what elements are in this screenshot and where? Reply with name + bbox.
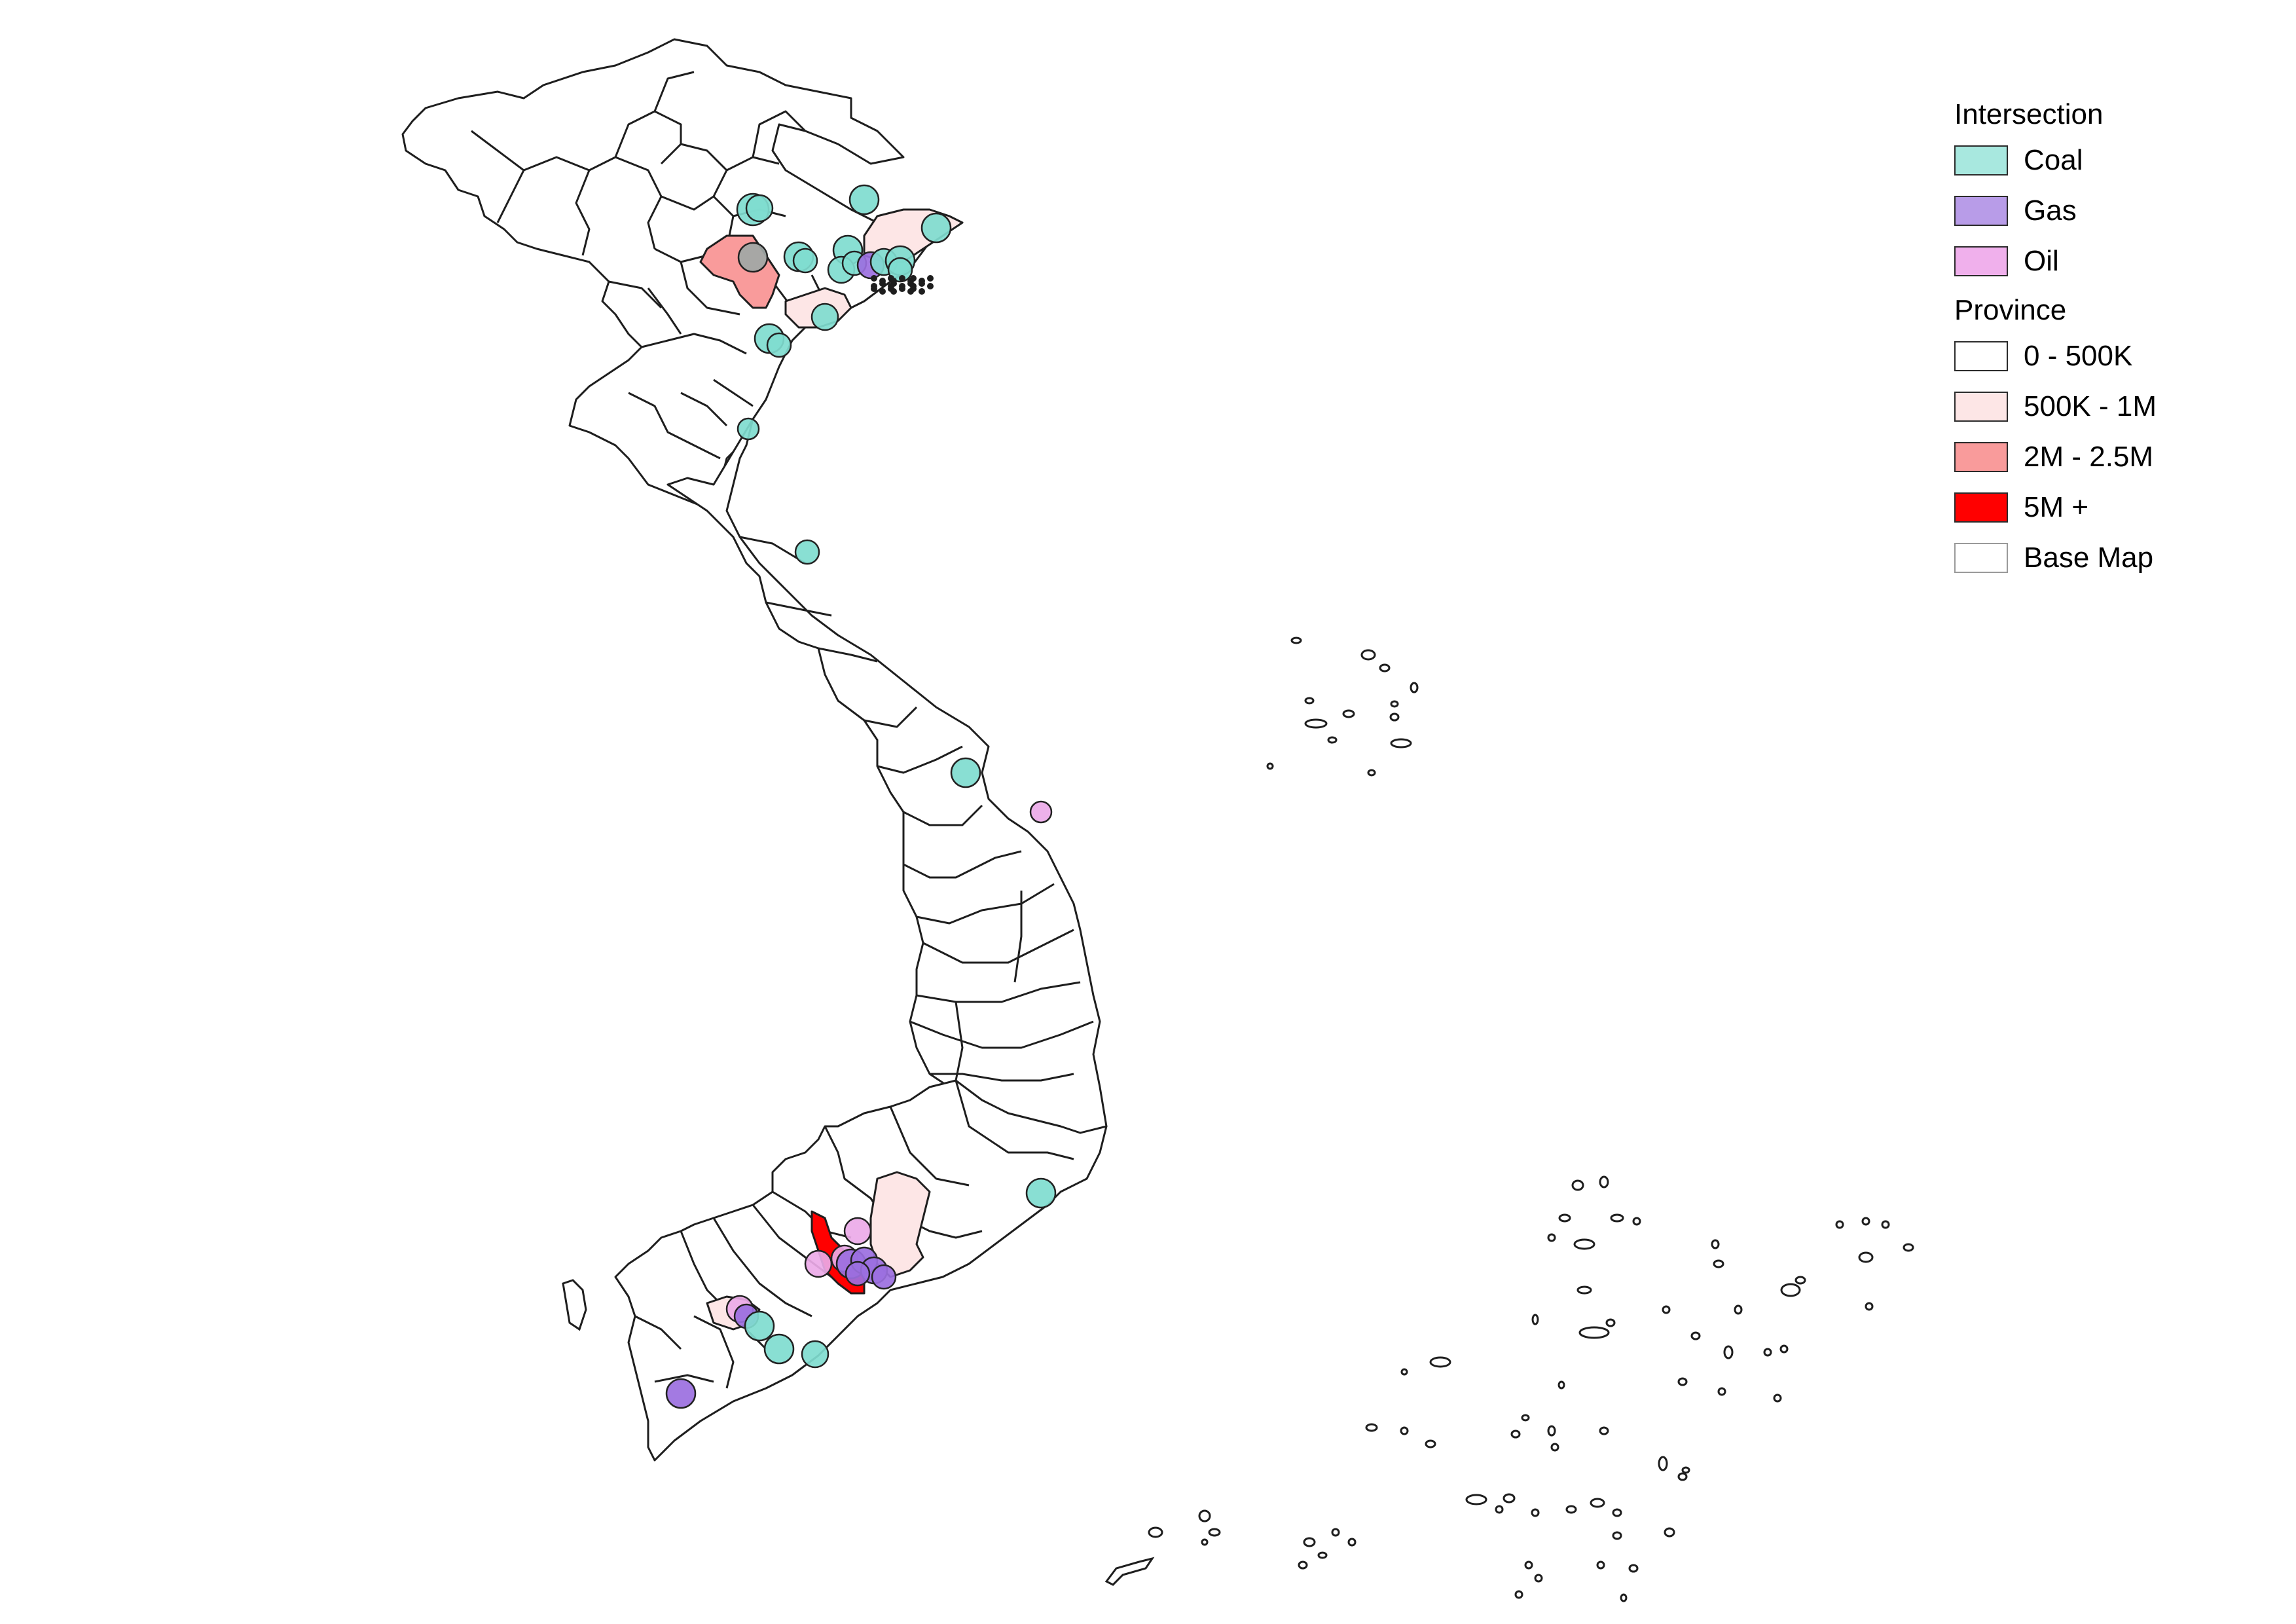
map-legend: Intersection Coal Gas Oil Province 0 - 5… [1954,97,2269,589]
legend-label-coal: Coal [2024,144,2083,176]
legend-item-base-map: Base Map [1954,539,2269,577]
legend-label-gas: Gas [2024,194,2077,227]
spratly-islands [1104,1175,1914,1602]
legend-label-500k-1m: 500K - 1M [2024,390,2157,422]
island-dot-halong [910,286,917,292]
plant-marker-coal [744,1310,775,1342]
legend-item-province-5m-plus: 5M + [1954,489,2269,526]
plant-marker-gas [871,1264,897,1290]
legend-swatch-5m-plus [1954,492,2008,523]
province-layer [401,38,1108,1462]
legend-label-base-map: Base Map [2024,542,2154,574]
legend-swatch-gas [1954,196,2008,226]
island-dot-halong [899,275,905,282]
island-dot-halong [919,280,925,287]
legend-swatch-2m-2-5m [1954,442,2008,472]
plant-marker-gas [845,1261,871,1287]
plant-marker-overlap [737,242,769,273]
legend-swatch-coal [1954,145,2008,175]
legend-label-2m-2-5m: 2M - 2.5M [2024,441,2154,473]
plant-marker-coal [811,303,839,331]
plant-marker-coal [792,248,818,274]
island-dot-halong [927,275,934,282]
legend-title-province: Province [1954,294,2067,326]
plant-marker-coal [1025,1177,1057,1209]
plant-layer [665,184,1057,1409]
legend-swatch-base-map [1954,543,2008,573]
legend-title-intersection: Intersection [1954,98,2104,130]
legend-label-5m-plus: 5M + [2024,491,2089,523]
plant-marker-coal [745,194,774,223]
plant-marker-oil [843,1217,872,1246]
plant-marker-oil [1029,800,1053,824]
paracel-islands [1266,637,1419,777]
legend-item-province-2m-2-5m: 2M - 2.5M [1954,438,2269,476]
plant-marker-coal [794,539,820,565]
legend-item-province-500k-1m: 500K - 1M [1954,388,2269,426]
island-dot-halong [919,288,925,295]
legend-swatch-0-500k [1954,341,2008,371]
island-dot-halong [879,288,886,295]
legend-swatch-oil [1954,246,2008,276]
plant-marker-gas [665,1378,697,1409]
island-dot-halong [927,283,934,289]
plant-marker-coal [801,1340,829,1369]
plant-marker-coal [763,1333,795,1365]
plant-marker-coal [848,184,880,215]
legend-item-coal: Coal [1954,141,2269,179]
island-dot-halong [910,275,917,282]
plant-marker-coal [950,757,981,788]
plant-marker-coal [766,332,792,358]
province-central-region [666,418,1108,1141]
plant-marker-coal [887,257,913,283]
plant-marker-coal [737,417,760,441]
island-dot-halong [899,286,905,292]
legend-item-province-0-500k: 0 - 500K [1954,337,2269,375]
legend-label-oil: Oil [2024,245,2059,277]
legend-item-oil: Oil [1954,242,2269,280]
island-dot-halong [871,286,877,292]
island-dot-halong [879,280,886,287]
island-dot-halong [871,275,877,282]
island-dot-halong [890,280,897,287]
legend-label-0-500k: 0 - 500K [2024,340,2133,372]
plant-marker-oil [804,1249,833,1278]
legend-swatch-500k-1m [1954,392,2008,422]
island-phu-quoc [562,1279,587,1331]
plant-marker-coal [920,212,952,244]
legend-item-gas: Gas [1954,192,2269,230]
province-southeast-500k [869,1171,931,1278]
province-borders-central [739,536,1094,1082]
island-dot-halong [890,288,897,295]
